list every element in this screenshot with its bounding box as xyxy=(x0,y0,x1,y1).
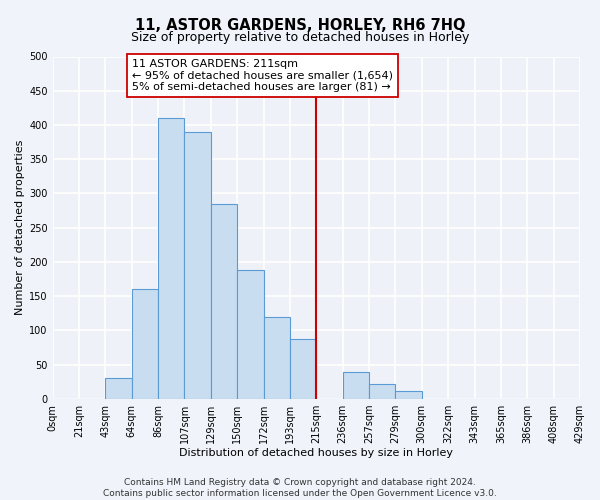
Bar xyxy=(106,378,132,399)
Bar xyxy=(158,118,184,399)
Y-axis label: Number of detached properties: Number of detached properties xyxy=(15,140,25,316)
X-axis label: Distribution of detached houses by size in Horley: Distribution of detached houses by size … xyxy=(179,448,454,458)
Text: Contains HM Land Registry data © Crown copyright and database right 2024.
Contai: Contains HM Land Registry data © Crown c… xyxy=(103,478,497,498)
Text: 11 ASTOR GARDENS: 211sqm
← 95% of detached houses are smaller (1,654)
5% of semi: 11 ASTOR GARDENS: 211sqm ← 95% of detach… xyxy=(132,59,393,92)
Bar xyxy=(395,391,422,399)
Bar xyxy=(237,270,263,399)
Bar xyxy=(132,290,158,399)
Text: Size of property relative to detached houses in Horley: Size of property relative to detached ho… xyxy=(131,31,469,44)
Bar xyxy=(343,372,369,399)
Bar xyxy=(211,204,237,399)
Bar xyxy=(263,317,290,399)
Bar xyxy=(290,340,316,399)
Bar xyxy=(184,132,211,399)
Text: 11, ASTOR GARDENS, HORLEY, RH6 7HQ: 11, ASTOR GARDENS, HORLEY, RH6 7HQ xyxy=(135,18,465,32)
Bar xyxy=(369,384,395,399)
